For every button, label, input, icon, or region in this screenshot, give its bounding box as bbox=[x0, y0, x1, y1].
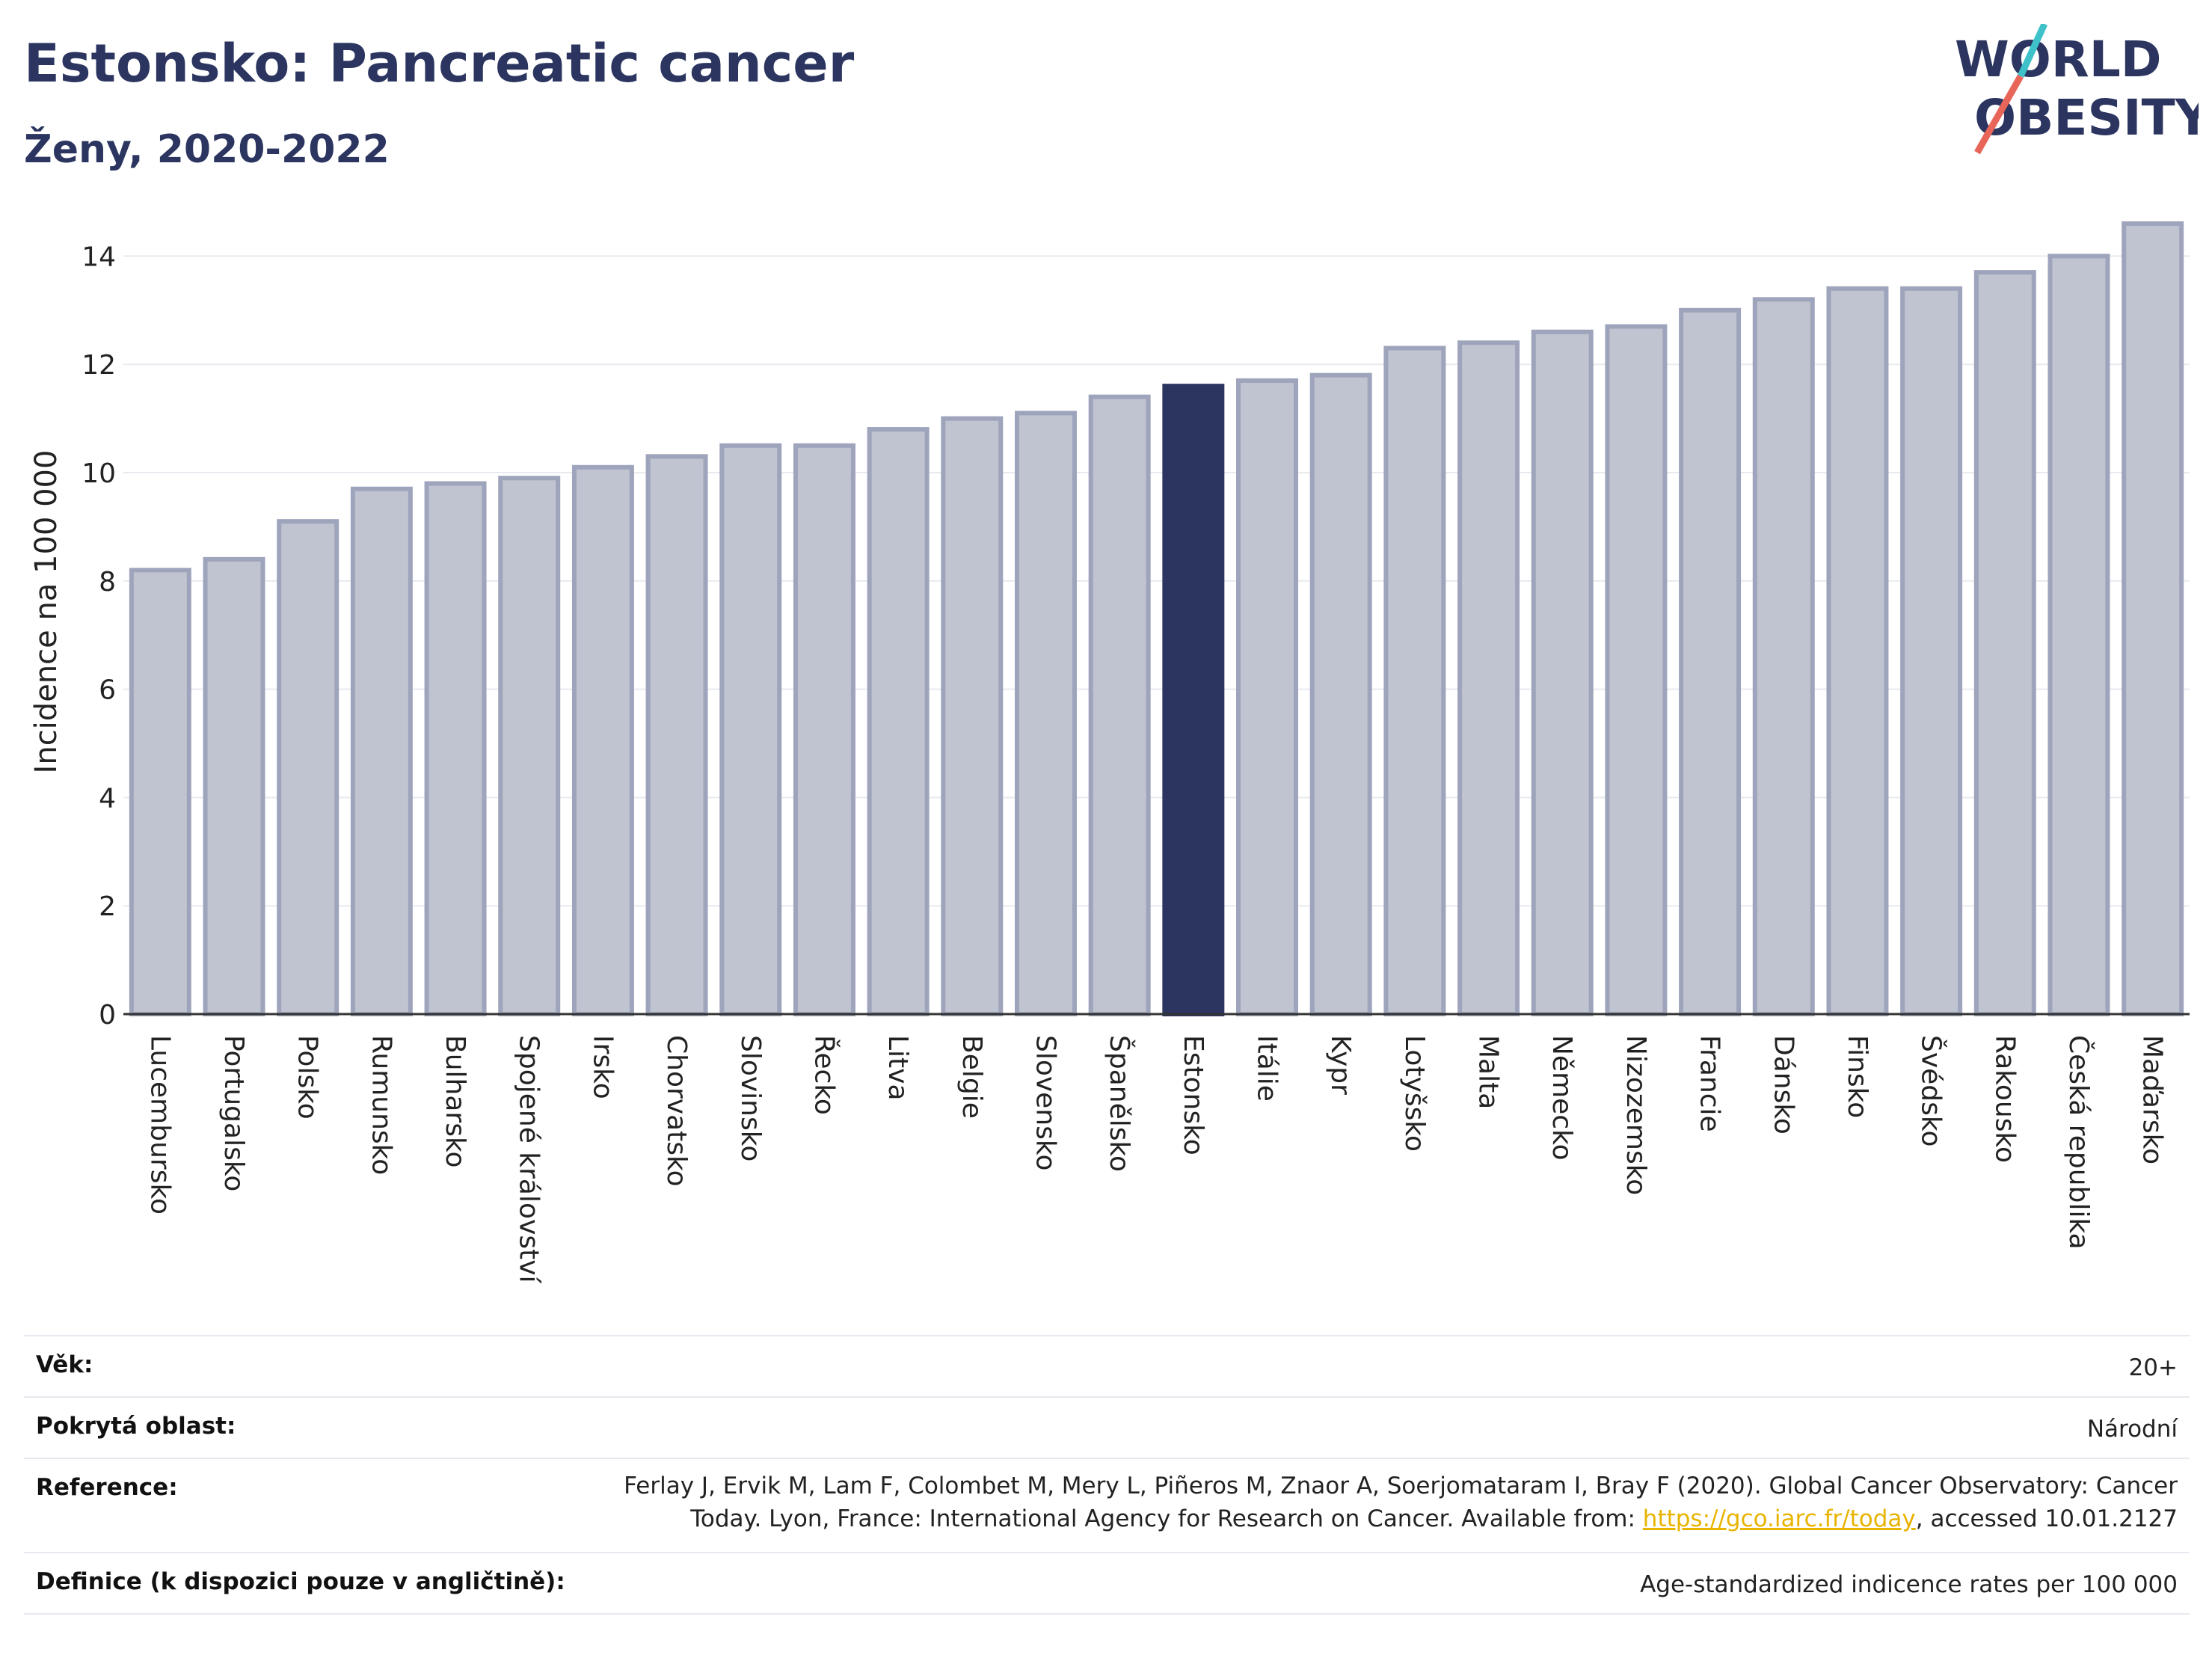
bar bbox=[203, 556, 265, 1016]
bar bbox=[571, 464, 634, 1016]
bar bbox=[1309, 372, 1372, 1016]
logo-slash-teal bbox=[2017, 24, 2048, 78]
bar bbox=[1383, 346, 1446, 1017]
x-tick-label: Nizozemsko bbox=[1620, 1035, 1651, 1195]
x-tick-label: Chorvatsko bbox=[661, 1035, 692, 1187]
info-row-definition: Definice (k dispozici pouze v angličtině… bbox=[24, 1552, 2190, 1615]
chart-title: Estonsko: Pancreatic cancer bbox=[24, 33, 855, 94]
x-tick-label: Dánsko bbox=[1768, 1035, 1798, 1134]
x-tick-label: Finsko bbox=[1842, 1035, 1872, 1118]
bar bbox=[1014, 411, 1077, 1016]
logo-line-1: WORLD bbox=[1955, 31, 2162, 88]
bar bbox=[1679, 307, 1742, 1016]
y-tick-label: 8 bbox=[99, 567, 116, 598]
info-key-age: Věk: bbox=[24, 1335, 586, 1397]
info-key-definition: Definice (k dispozici pouze v angličtině… bbox=[24, 1552, 586, 1615]
x-tick-label: Lotyšsko bbox=[1399, 1035, 1430, 1152]
bar bbox=[1900, 286, 1963, 1016]
x-tick-label: Irsko bbox=[587, 1035, 618, 1099]
x-tick-label: Malta bbox=[1473, 1035, 1504, 1109]
x-tick-label: Německo bbox=[1546, 1035, 1577, 1161]
x-tick-label: Švédsko bbox=[1916, 1035, 1947, 1147]
bar bbox=[1088, 394, 1151, 1016]
info-value-reference: Ferlay J, Ervik M, Lam F, Colombet M, Me… bbox=[586, 1458, 2190, 1553]
y-tick-label: 4 bbox=[99, 783, 116, 814]
bar bbox=[277, 519, 340, 1016]
x-tick-label: Maďarsko bbox=[2137, 1035, 2168, 1164]
y-tick-label: 10 bbox=[82, 458, 116, 489]
bar bbox=[129, 568, 191, 1016]
x-tick-label: Lucembursko bbox=[144, 1035, 175, 1215]
info-row-reference: Reference: Ferlay J, Ervik M, Lam F, Col… bbox=[24, 1458, 2190, 1553]
x-tick-label: Belgie bbox=[956, 1035, 987, 1119]
bar bbox=[350, 486, 413, 1016]
bar bbox=[2122, 221, 2184, 1017]
info-key-area: Pokrytá oblast: bbox=[24, 1396, 586, 1458]
bar bbox=[941, 416, 1004, 1016]
bars-layer bbox=[129, 221, 2184, 1017]
world-obesity-logo: WORLD OBESITY bbox=[1955, 24, 2199, 155]
x-tick-label: Bulharsko bbox=[440, 1035, 470, 1168]
bar bbox=[719, 443, 782, 1016]
bar bbox=[867, 427, 930, 1016]
bar bbox=[1826, 286, 1889, 1016]
bar bbox=[1752, 297, 1815, 1016]
bar bbox=[1531, 329, 1594, 1016]
x-tick-label: Rakousko bbox=[1989, 1035, 2020, 1163]
y-tick-label: 6 bbox=[99, 675, 116, 706]
bar bbox=[498, 476, 561, 1016]
reference-link[interactable]: https://gco.iarc.fr/today bbox=[1642, 1505, 1916, 1532]
bar bbox=[1236, 378, 1299, 1017]
y-tick-label: 12 bbox=[82, 350, 116, 381]
x-tick-label: Francie bbox=[1695, 1035, 1725, 1132]
info-value-area: Národní bbox=[586, 1396, 2190, 1458]
x-tick-label: Estonsko bbox=[1178, 1035, 1208, 1155]
x-tick-labels: Lucembursko Portugalsko Polsko Rumunsko Bulh… bbox=[144, 1035, 2167, 1284]
y-tick-label: 0 bbox=[99, 1000, 116, 1031]
x-tick-label: Česká republika bbox=[2063, 1035, 2095, 1250]
bar bbox=[645, 454, 708, 1016]
bar bbox=[1605, 324, 1668, 1016]
reference-text: Ferlay J, Ervik M, Lam F, Colombet M, Me… bbox=[624, 1473, 2178, 1532]
info-key-reference: Reference: bbox=[24, 1458, 586, 1553]
y-tick-labels: 0 2 4 6 8 10 12 14 bbox=[82, 242, 116, 1031]
x-tick-label: Řecko bbox=[808, 1035, 840, 1115]
bar bbox=[793, 443, 855, 1016]
bar bbox=[424, 481, 487, 1016]
logo-slash-red bbox=[1974, 74, 2024, 155]
info-value-age: 20+ bbox=[586, 1335, 2190, 1397]
bar bbox=[2047, 254, 2110, 1016]
bar-chart: 0 2 4 6 8 10 12 14 Lucembursko Portugalsko Polsko… bbox=[29, 221, 2190, 1284]
bar bbox=[1973, 270, 2036, 1016]
x-tick-label: Slovinsko bbox=[735, 1035, 766, 1161]
x-tick-label: Polsko bbox=[292, 1035, 323, 1120]
info-row-area: Pokrytá oblast: Národní bbox=[24, 1396, 2190, 1458]
info-row-age: Věk: 20+ bbox=[24, 1335, 2190, 1397]
x-tick-label: Litva bbox=[882, 1035, 913, 1101]
reference-accessed: , accessed 10.01.2127 bbox=[1915, 1505, 2178, 1532]
x-tick-label: Kypr bbox=[1325, 1035, 1356, 1095]
x-tick-label: Spojené království bbox=[514, 1035, 544, 1284]
x-tick-label: Španělsko bbox=[1104, 1035, 1135, 1172]
x-tick-label: Slovensko bbox=[1030, 1035, 1060, 1171]
x-tick-label: Portugalsko bbox=[218, 1035, 249, 1191]
y-axis-label: Incidence na 100 000 bbox=[29, 450, 64, 774]
x-tick-label: Rumunsko bbox=[366, 1035, 396, 1175]
y-tick-label: 14 bbox=[82, 242, 116, 272]
bar bbox=[1457, 340, 1520, 1016]
chart-subtitle: Ženy, 2020-2022 bbox=[24, 127, 390, 172]
bar-highlight bbox=[1162, 384, 1225, 1016]
info-table: Věk: 20+ Pokrytá oblast: Národní Referen… bbox=[24, 1335, 2190, 1615]
y-tick-label: 2 bbox=[99, 891, 116, 922]
x-tick-label: Itálie bbox=[1252, 1035, 1282, 1102]
info-value-definition: Age-standardized indicence rates per 100… bbox=[586, 1552, 2190, 1615]
